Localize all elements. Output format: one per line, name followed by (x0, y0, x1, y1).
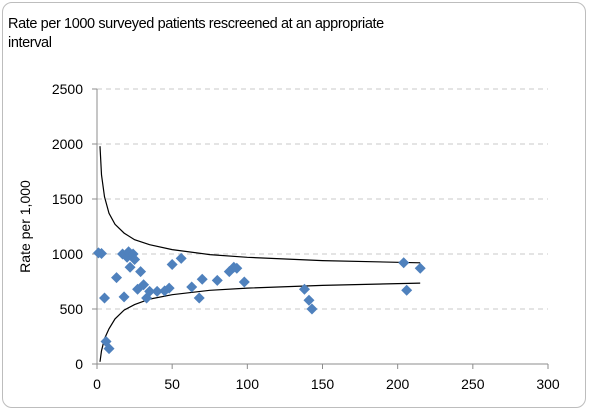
data-point (117, 248, 129, 260)
x-tick-label: 200 (386, 376, 410, 392)
gridlines (97, 88, 548, 310)
upper-control-limit (99, 146, 421, 264)
x-tick-labels: 0 50 100 150 200 250 300 (93, 376, 560, 392)
data-point (186, 281, 198, 293)
x-tick-label: 100 (236, 376, 260, 392)
data-point (193, 292, 205, 304)
data-point (163, 282, 175, 294)
data-point (175, 252, 187, 264)
data-point (124, 261, 136, 273)
data-point (96, 247, 108, 259)
data-point (99, 292, 111, 304)
x-tick-label: 150 (311, 376, 335, 392)
axes (92, 88, 549, 369)
y-tick-label: 1500 (52, 191, 83, 207)
chart-frame (2, 2, 586, 408)
data-point (166, 258, 178, 270)
data-point (151, 285, 163, 297)
data-point (118, 291, 130, 303)
data-point (129, 254, 141, 265)
y-tick-label: 0 (75, 356, 83, 372)
data-point (306, 303, 318, 315)
y-axis-label: Rate per 1,000 (17, 180, 33, 273)
data-point (414, 262, 426, 274)
data-point (231, 262, 243, 274)
x-tick-label: 50 (164, 376, 180, 392)
y-tick-label: 500 (60, 301, 84, 317)
data-point (196, 273, 208, 285)
y-tick-label: 2500 (52, 81, 83, 97)
x-tick-label: 0 (93, 376, 101, 392)
y-tick-label: 2000 (52, 136, 83, 152)
data-point (103, 343, 115, 355)
data-point (111, 272, 123, 284)
data-point (135, 266, 147, 278)
data-points (93, 246, 426, 355)
data-point (298, 283, 310, 295)
x-tick-label: 250 (461, 376, 485, 392)
data-point (398, 257, 410, 269)
data-point (238, 276, 250, 288)
data-point (138, 279, 150, 291)
y-tick-label: 1000 (52, 246, 83, 262)
y-tick-labels: 0 500 1000 1500 2000 2500 (52, 81, 83, 372)
data-point (401, 284, 413, 296)
x-tick-label: 300 (536, 376, 560, 392)
data-point (303, 294, 315, 306)
data-point (211, 274, 223, 286)
chart-title: Rate per 1000 surveyed patients rescreen… (8, 16, 384, 51)
data-point (144, 285, 156, 297)
